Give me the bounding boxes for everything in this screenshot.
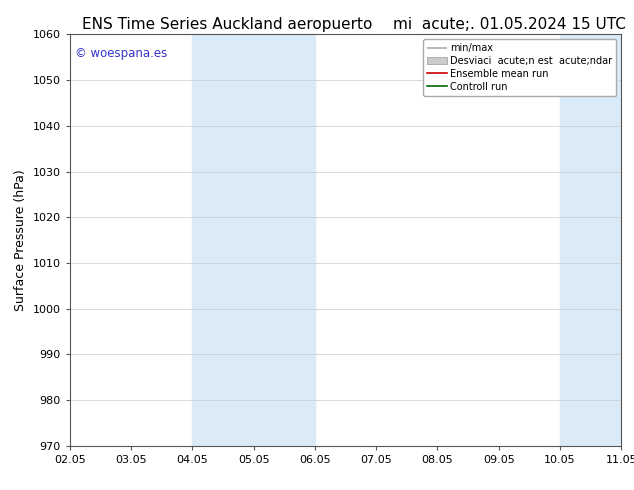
Y-axis label: Surface Pressure (hPa): Surface Pressure (hPa) <box>14 169 27 311</box>
Legend: min/max, Desviaci  acute;n est  acute;ndar, Ensemble mean run, Controll run: min/max, Desviaci acute;n est acute;ndar… <box>424 39 616 96</box>
Text: ENS Time Series Auckland aeropuerto: ENS Time Series Auckland aeropuerto <box>82 17 373 32</box>
Text: mi  acute;. 01.05.2024 15 UTC: mi acute;. 01.05.2024 15 UTC <box>393 17 626 32</box>
Text: © woespana.es: © woespana.es <box>75 47 167 60</box>
Bar <box>192 34 315 446</box>
Bar <box>560 34 621 446</box>
